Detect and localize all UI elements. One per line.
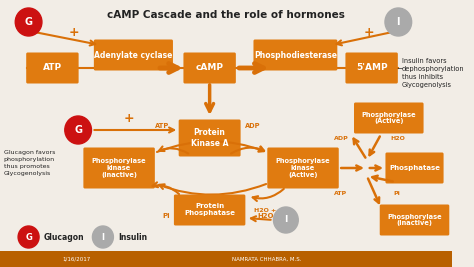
Text: Phosphorylase
kinase
(Active): Phosphorylase kinase (Active) — [276, 158, 330, 178]
Circle shape — [385, 8, 411, 36]
Text: NAMRATA CHHABRA, M.S.: NAMRATA CHHABRA, M.S. — [232, 257, 301, 261]
Text: Insulin favors
dephosphorylation
thus inhibits
Glycogenolysis: Insulin favors dephosphorylation thus in… — [402, 58, 465, 88]
Text: +: + — [69, 26, 79, 39]
FancyBboxPatch shape — [94, 40, 173, 70]
Text: Pi: Pi — [162, 213, 170, 219]
Text: Protein
Phosphatase: Protein Phosphatase — [184, 203, 235, 217]
Text: Phosphorylase
(Inactive): Phosphorylase (Inactive) — [387, 214, 442, 226]
Text: Phosphorylase
(Active): Phosphorylase (Active) — [362, 112, 416, 124]
Text: Glucagon: Glucagon — [44, 233, 84, 241]
Text: cAMP Cascade and the role of hormones: cAMP Cascade and the role of hormones — [107, 10, 345, 20]
Text: ATP: ATP — [43, 64, 62, 73]
Text: Pi: Pi — [393, 191, 401, 196]
Text: Insulin: Insulin — [118, 233, 147, 241]
Text: Adenylate cyclase: Adenylate cyclase — [94, 50, 173, 60]
Text: Glucagon favors
phosphorylation
thus promotes
Glycogenolysis: Glucagon favors phosphorylation thus pro… — [4, 150, 55, 176]
Text: Phosphodiesterase: Phosphodiesterase — [254, 50, 337, 60]
Circle shape — [18, 226, 39, 248]
Text: I: I — [397, 17, 400, 27]
Text: G: G — [25, 233, 32, 241]
Circle shape — [92, 226, 113, 248]
Text: +: + — [364, 26, 374, 39]
Text: 5'AMP: 5'AMP — [356, 64, 387, 73]
Text: Phosphatase: Phosphatase — [389, 165, 440, 171]
Text: I: I — [284, 215, 288, 225]
FancyBboxPatch shape — [354, 103, 424, 134]
FancyBboxPatch shape — [380, 205, 449, 235]
Text: ADP: ADP — [334, 136, 348, 141]
Text: ATP: ATP — [155, 123, 169, 129]
FancyBboxPatch shape — [385, 152, 444, 183]
Circle shape — [273, 207, 298, 233]
Text: +: + — [124, 112, 135, 125]
FancyBboxPatch shape — [183, 53, 236, 84]
Text: I: I — [101, 233, 104, 241]
FancyBboxPatch shape — [346, 53, 398, 84]
FancyBboxPatch shape — [26, 53, 79, 84]
Bar — [0, 251, 452, 267]
FancyBboxPatch shape — [267, 147, 339, 189]
Text: Protein
Kinase A: Protein Kinase A — [191, 128, 228, 148]
FancyBboxPatch shape — [174, 194, 246, 226]
Text: Phosphorylase
kinase
(Inactive): Phosphorylase kinase (Inactive) — [92, 158, 146, 178]
Text: ATP: ATP — [334, 191, 346, 196]
Circle shape — [65, 116, 91, 144]
Text: cAMP: cAMP — [196, 64, 224, 73]
FancyBboxPatch shape — [83, 147, 155, 189]
Circle shape — [15, 8, 42, 36]
Text: G: G — [25, 17, 33, 27]
Text: ADP: ADP — [245, 123, 260, 129]
Text: H2O +: H2O + — [255, 208, 277, 213]
Text: H2O: H2O — [391, 136, 406, 141]
FancyBboxPatch shape — [179, 120, 241, 156]
FancyBboxPatch shape — [254, 40, 337, 70]
Text: H2O: H2O — [257, 213, 274, 219]
Text: G: G — [74, 125, 82, 135]
Text: 1/16/2017: 1/16/2017 — [62, 257, 91, 261]
